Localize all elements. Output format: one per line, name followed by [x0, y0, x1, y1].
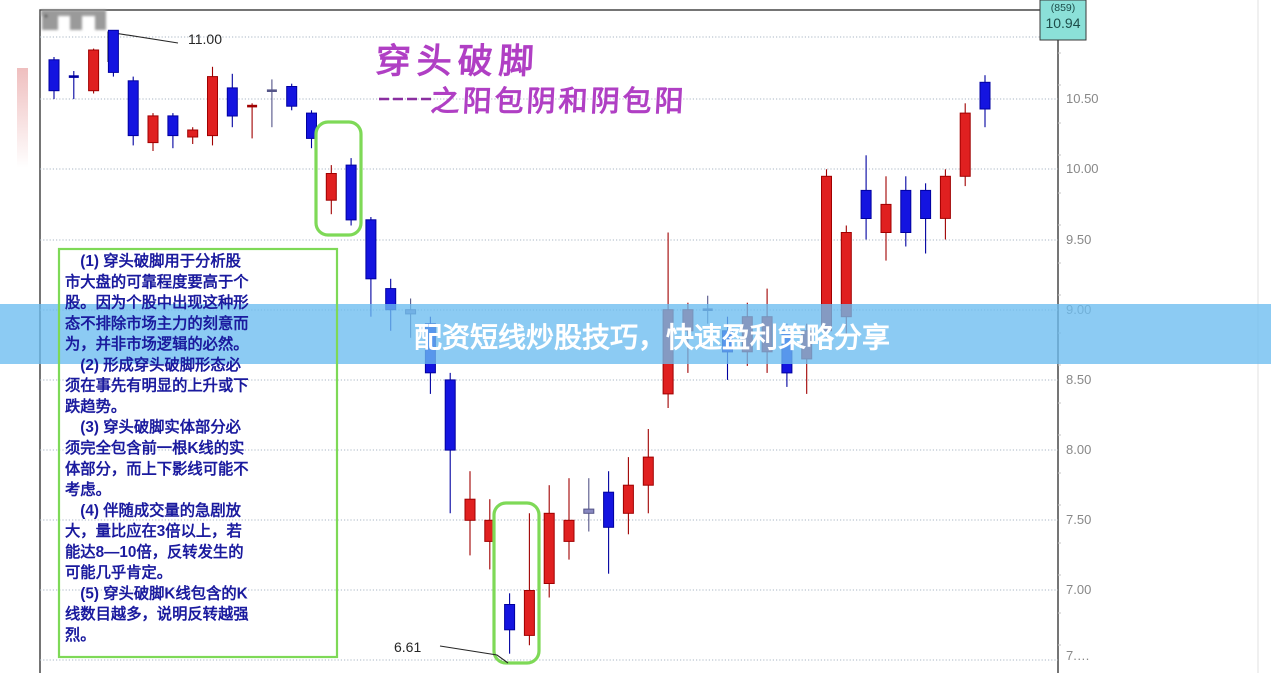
- svg-text:为，并非市场逻辑的必然。: 为，并非市场逻辑的必然。: [65, 335, 249, 353]
- svg-text:(1) 穿头破脚用于分析股: (1) 穿头破脚用于分析股: [65, 252, 242, 270]
- svg-text:8.00: 8.00: [1066, 442, 1091, 457]
- svg-text:6.61: 6.61: [394, 639, 421, 655]
- svg-text:态不排除市场主力的刻意而: 态不排除市场主力的刻意而: [65, 314, 249, 332]
- svg-text:10.00: 10.00: [1066, 161, 1099, 176]
- svg-text:跌趋势。: 跌趋势。: [65, 397, 126, 415]
- svg-text:10.50: 10.50: [1066, 91, 1099, 106]
- svg-text:11.00: 11.00: [188, 31, 222, 47]
- svg-text:考虑。: 考虑。: [65, 481, 111, 499]
- svg-text:10.94: 10.94: [1045, 15, 1080, 31]
- svg-text:之阳包阴和阴包阳: 之阳包阴和阴包阳: [430, 84, 688, 118]
- svg-text:烈。: 烈。: [65, 627, 96, 644]
- svg-text:8.50: 8.50: [1066, 372, 1091, 387]
- svg-text:能达8—10倍，反转发生的: 能达8—10倍，反转发生的: [65, 543, 244, 561]
- svg-text:股。因为个股中出现这种形: 股。因为个股中出现这种形: [65, 294, 249, 312]
- svg-text:体部分，而上下影线可能不: 体部分，而上下影线可能不: [65, 460, 249, 478]
- svg-text:(3) 穿头破脚实体部分必: (3) 穿头破脚实体部分必: [65, 418, 242, 436]
- svg-text:市大盘的可靠程度要高于个: 市大盘的可靠程度要高于个: [65, 273, 249, 291]
- svg-text:7.00: 7.00: [1066, 582, 1091, 597]
- svg-text:(4) 伴随成交量的急剧放: (4) 伴随成交量的急剧放: [65, 501, 242, 519]
- svg-text:穿头破脚: 穿头破脚: [375, 42, 541, 81]
- svg-text:大，量比应在3倍以上，若: 大，量比应在3倍以上，若: [65, 522, 242, 540]
- svg-text:7.50: 7.50: [1066, 512, 1091, 527]
- svg-text:(859): (859): [1051, 2, 1076, 14]
- svg-text:配资短线炒股技巧，快速盈利策略分享: 配资短线炒股技巧，快速盈利策略分享: [414, 321, 890, 353]
- svg-text:(5) 穿头破脚K线包含的K: (5) 穿头破脚K线包含的K: [65, 584, 248, 602]
- svg-text:(2) 形成穿头破脚形态必: (2) 形成穿头破脚形态必: [65, 356, 242, 374]
- svg-text:须在事先有明显的上升或下: 须在事先有明显的上升或下: [65, 377, 249, 395]
- svg-text:须完全包含前一根K线的实: 须完全包含前一根K线的实: [65, 439, 244, 457]
- svg-text:7.…: 7.…: [1066, 648, 1090, 663]
- svg-text:可能几乎肯定。: 可能几乎肯定。: [65, 564, 172, 582]
- svg-text:线数目越多，说明反转越强: 线数目越多，说明反转越强: [65, 605, 249, 623]
- svg-text:9.50: 9.50: [1066, 232, 1091, 247]
